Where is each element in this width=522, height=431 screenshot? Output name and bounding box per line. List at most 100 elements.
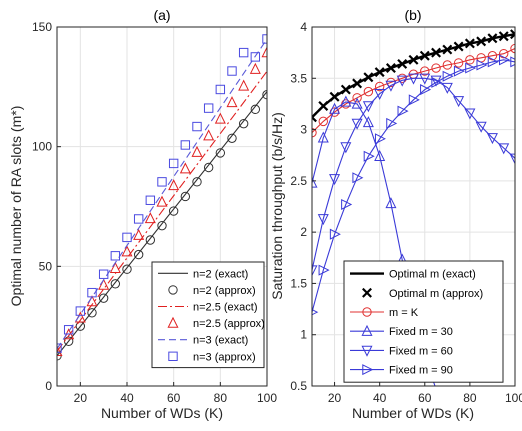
data-point bbox=[192, 177, 202, 187]
data-point bbox=[191, 145, 203, 157]
x-tick-label: 100 bbox=[505, 391, 522, 405]
data-point bbox=[407, 73, 420, 85]
y-tick-label: 100 bbox=[32, 140, 52, 154]
y-tick-label: 1.5 bbox=[290, 276, 307, 290]
series-group bbox=[57, 34, 267, 361]
data-point bbox=[312, 112, 317, 123]
data-point bbox=[431, 47, 442, 58]
data-point bbox=[362, 116, 374, 128]
data-point bbox=[250, 52, 261, 62]
data-point bbox=[352, 93, 362, 103]
panel-b-frame bbox=[311, 26, 516, 387]
data-point bbox=[397, 58, 408, 69]
data-point bbox=[157, 177, 167, 187]
series-line bbox=[57, 70, 267, 352]
data-point bbox=[203, 103, 214, 113]
data-point bbox=[374, 133, 386, 145]
panel-b-series bbox=[312, 29, 515, 386]
x-tick-label: 100 bbox=[257, 391, 277, 405]
data-point bbox=[318, 101, 329, 111]
panel-b-chart: (b) 20 40 60 80 100 0.5 1 1.5 2 2.5 3 3.5 4 Number o… bbox=[269, 7, 522, 421]
data-point bbox=[249, 62, 261, 74]
data-point bbox=[441, 82, 453, 94]
data-point bbox=[179, 162, 191, 174]
legend-swatch-marker bbox=[362, 307, 372, 317]
data-point bbox=[168, 179, 180, 191]
data-point bbox=[110, 251, 121, 261]
series-group bbox=[312, 29, 515, 386]
data-point bbox=[431, 63, 441, 73]
data-point bbox=[329, 102, 341, 114]
x-tick-label: 60 bbox=[167, 391, 181, 405]
data-point bbox=[238, 79, 250, 91]
x-tick-label: 20 bbox=[328, 391, 342, 405]
data-point bbox=[340, 95, 352, 107]
data-point bbox=[121, 245, 133, 257]
data-point bbox=[203, 129, 215, 141]
data-point bbox=[419, 50, 430, 61]
data-point bbox=[215, 148, 226, 158]
data-point bbox=[122, 232, 132, 243]
data-point bbox=[57, 343, 62, 353]
data-point bbox=[499, 54, 511, 66]
series-5 bbox=[57, 34, 267, 353]
series-4 bbox=[312, 73, 515, 277]
data-point bbox=[156, 195, 168, 207]
legend-label: Fixed m = 30 bbox=[389, 326, 453, 338]
data-point bbox=[442, 44, 453, 55]
data-point bbox=[133, 214, 144, 224]
data-point bbox=[238, 47, 249, 58]
legend-swatch-marker bbox=[168, 285, 178, 295]
legend-swatch-marker bbox=[168, 351, 178, 362]
data-point bbox=[63, 325, 74, 335]
data-point bbox=[203, 162, 214, 173]
data-point bbox=[442, 70, 454, 82]
y-tick-label: 150 bbox=[32, 20, 52, 34]
legend-label: n=3 (exact) bbox=[193, 335, 248, 347]
data-point bbox=[329, 174, 341, 186]
panel-a-x-axis-label: Number of WDs (K) bbox=[101, 405, 223, 421]
data-point bbox=[362, 101, 374, 113]
panel-a-ticks: 20 40 60 80 100 0 50 100 150 bbox=[32, 20, 277, 405]
panel-a-y-axis-label: Optimal number of RA slots (m*) bbox=[8, 106, 24, 307]
x-tick-label: 60 bbox=[418, 391, 432, 405]
data-point bbox=[465, 62, 477, 74]
data-point bbox=[227, 66, 237, 76]
y-tick-label: 0 bbox=[45, 379, 52, 393]
data-point bbox=[363, 72, 374, 83]
panel-b-legend: Optimal m (exact) Optimal m (approx) m = K… bbox=[343, 260, 504, 383]
data-point bbox=[453, 41, 464, 52]
legend-swatch-marker bbox=[167, 316, 179, 328]
data-point bbox=[420, 84, 432, 96]
x-tick-label: 80 bbox=[214, 391, 228, 405]
data-point bbox=[374, 88, 386, 100]
panel-a-chart: (a) 20 40 60 80 100 0 50 100 150 Number of WDs (… bbox=[8, 7, 277, 421]
legend-label: n=2 (approx) bbox=[193, 285, 256, 297]
legend-label: n=2 (exact) bbox=[193, 268, 248, 280]
data-point bbox=[363, 86, 374, 97]
data-point bbox=[110, 279, 121, 289]
data-point bbox=[453, 65, 465, 77]
data-point bbox=[109, 261, 121, 273]
legend-swatch-marker bbox=[362, 364, 374, 376]
y-tick-label: 1 bbox=[300, 328, 307, 342]
data-point bbox=[431, 76, 443, 88]
data-point bbox=[226, 96, 238, 108]
data-point bbox=[464, 38, 475, 49]
panel-a-title: (a) bbox=[153, 7, 170, 23]
data-point bbox=[510, 29, 515, 40]
data-point bbox=[509, 153, 515, 165]
data-point bbox=[487, 56, 499, 68]
x-tick-label: 80 bbox=[463, 391, 477, 405]
series-3 bbox=[57, 46, 267, 356]
legend-swatch-marker bbox=[361, 324, 373, 336]
legend-swatch-marker bbox=[361, 345, 373, 357]
y-tick-label: 2 bbox=[300, 225, 307, 239]
data-point bbox=[374, 149, 386, 161]
data-point bbox=[352, 78, 363, 89]
data-point bbox=[329, 228, 341, 240]
y-tick-label: 50 bbox=[39, 259, 53, 273]
x-tick-label: 40 bbox=[120, 391, 134, 405]
legend-label: n=2.5 (exact) bbox=[193, 302, 258, 314]
data-point bbox=[476, 59, 488, 71]
